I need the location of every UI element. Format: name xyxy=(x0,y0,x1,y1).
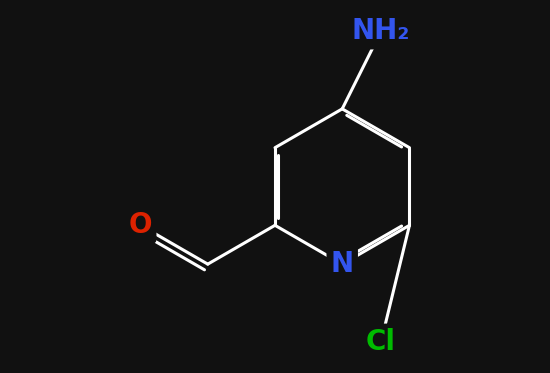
Text: O: O xyxy=(129,211,152,239)
Text: Cl: Cl xyxy=(366,328,396,356)
Text: NH₂: NH₂ xyxy=(352,17,410,45)
Text: N: N xyxy=(331,250,354,278)
